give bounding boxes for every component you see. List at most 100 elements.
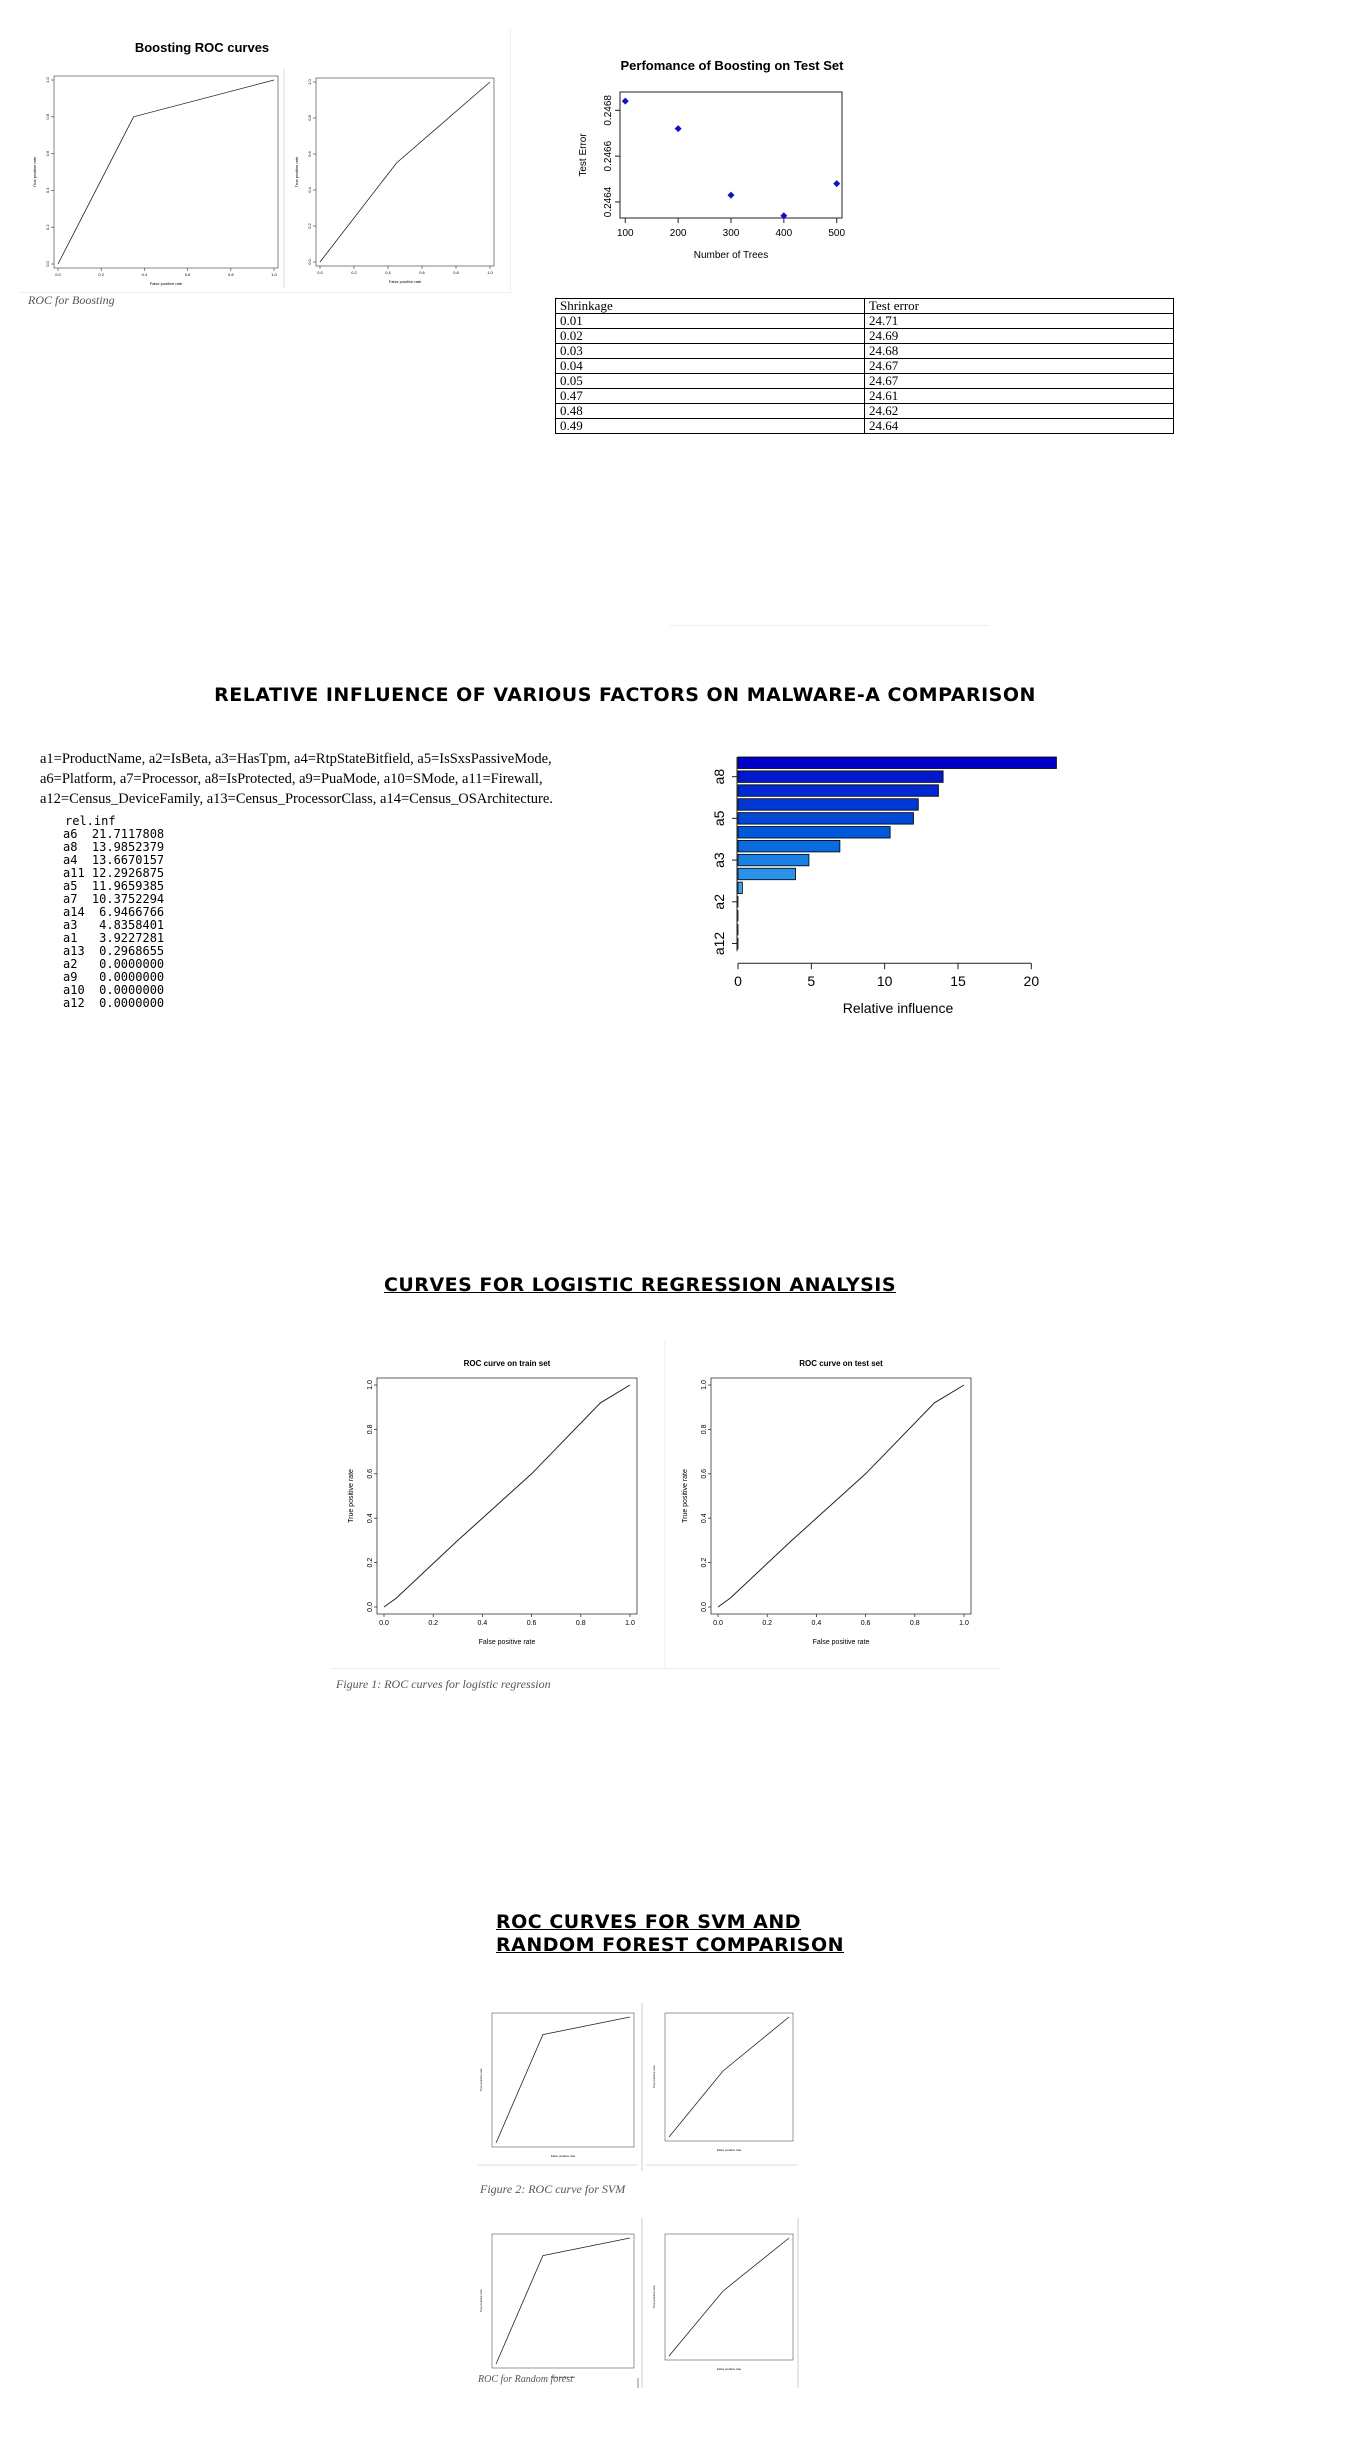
shrinkage-row: 0.47 24.61 xyxy=(555,388,1174,404)
roc-curve-line xyxy=(495,2237,631,2365)
y-tick-label: 0.2 xyxy=(307,222,312,228)
variable-legend-line-3: a12=Census_DeviceFamily, a13=Census_Proc… xyxy=(40,791,553,807)
scatter-point xyxy=(674,125,682,133)
y-axis-label: True positive rate xyxy=(294,156,299,188)
relinf-header: rel.inf xyxy=(65,814,116,828)
y-tick-label: 0.6 xyxy=(45,150,50,156)
shrinkage-value: 0.48 xyxy=(555,403,865,419)
relinf-row: a11 12.2926875 xyxy=(63,866,165,880)
rf-caption: ROC for Random forest xyxy=(478,2374,573,2385)
y-tick-label: 0.4 xyxy=(307,186,312,192)
x-axis-label: False positive rate xyxy=(717,2367,742,2371)
x-axis-label: Number of Trees xyxy=(694,250,768,261)
logistic-train-chart: ROC curve on train set 0.0 0.2 0.4 0.6 0.8 1.0… xyxy=(348,1359,638,1646)
y-tick-label: 0.6 xyxy=(367,1469,374,1479)
relinf-row: a7 10.3752294 xyxy=(63,892,165,906)
scatter-point xyxy=(727,191,735,199)
relinf-row: a13 0.2968655 xyxy=(63,944,165,958)
x-axis-label: False positive rate xyxy=(813,1639,870,1646)
roc-curve-line xyxy=(668,2016,790,2138)
x-tick-label: 300 xyxy=(723,228,740,239)
relative-influence-svg: a8 a5 a3 a2 a12 0 5 10 15 20 Relative influence xyxy=(711,756,1057,1016)
boosting-roc-left-chart: 0.0 0.2 0.4 0.6 0.8 1.0 0.0 0.2 0.4 0.6 0.8 1.0 Fals… xyxy=(32,75,279,286)
test-error-scatter: 100 200 300 400 500 0.2464 0.2466 0.2468 Number … xyxy=(578,91,845,261)
plot-frame xyxy=(491,2012,635,2148)
y-axis-label: True positive rate xyxy=(479,2068,483,2091)
shrinkage-table: Shrinkage Test error 0.01 24.71 0.02 24.69 0… xyxy=(555,298,1174,434)
x-tick-label: 0.4 xyxy=(478,1620,488,1627)
x-tick-label: 20 xyxy=(1024,973,1040,989)
relinf-row: a10 0.0000000 xyxy=(63,983,165,997)
variable-legend-line-1: a1=ProductName, a2=IsBeta, a3=HasTpm, a4… xyxy=(40,751,552,767)
logistic-heading: CURVES FOR LOGISTIC REGRESSION ANALYSIS xyxy=(383,1274,897,1296)
y-tick-label: a3 xyxy=(711,852,727,868)
x-tick-label: 400 xyxy=(776,228,793,239)
x-tick-label: 500 xyxy=(828,228,845,239)
relinf-row: a3 4.8358401 xyxy=(63,918,165,932)
y-tick-label: 0.0 xyxy=(701,1602,708,1612)
boosting-roc-right-chart: 0.0 0.2 0.4 0.6 0.8 1.0 0.0 0.2 0.4 0.6 0.8 1.0 Fals… xyxy=(294,77,495,284)
shrinkage-value: 0.47 xyxy=(555,388,865,404)
scatter-point xyxy=(621,97,629,105)
y-tick-label: 0.0 xyxy=(45,260,50,266)
influence-bar xyxy=(737,826,891,839)
y-axis-label: True positive rate xyxy=(32,156,37,188)
plot-frame xyxy=(53,75,279,269)
x-tick-label: 1.0 xyxy=(625,1620,635,1627)
svm-caption: Figure 2: ROC curve for SVM xyxy=(480,2182,626,2196)
x-tick-label: 0.6 xyxy=(185,272,191,277)
shrinkage-value: 0.01 xyxy=(555,313,865,329)
y-axis-label: True positive rate xyxy=(652,2285,656,2308)
x-tick-label: 0.2 xyxy=(762,1620,772,1627)
relinf-row: a8 13.9852379 xyxy=(63,840,165,854)
x-tick-label: 0.0 xyxy=(317,270,323,275)
y-axis-label: Test Error xyxy=(578,133,589,177)
relinf-row: a9 0.0000000 xyxy=(63,970,165,984)
boosting-roc-panel: Boosting ROC curves 0.0 0.2 0.4 0.6 0.8 1.0 0.… xyxy=(20,30,511,293)
shrinkage-row: 0.02 24.69 xyxy=(555,328,1174,344)
test-error-value: 24.67 xyxy=(864,358,1174,374)
x-tick-label: 0.8 xyxy=(228,272,234,277)
y-tick-label: 1.0 xyxy=(307,78,312,84)
logistic-test-chart: ROC curve on test set 0.0 0.2 0.4 0.6 0.8 1.0 0… xyxy=(682,1359,972,1646)
shrinkage-header: Shrinkage xyxy=(555,298,865,314)
x-tick-label: 1.0 xyxy=(271,272,277,277)
relinf-console-output: rel.inf a6 21.7117808 a8 13.9852379 a4 13.… xyxy=(63,815,164,1010)
relinf-row: a12 0.0000000 xyxy=(63,996,165,1010)
test-error-value: 24.67 xyxy=(864,373,1174,389)
rf-panel: False positive rate True positive rate Fa… xyxy=(478,2218,800,2390)
chart-title: ROC curve on test set xyxy=(799,1359,883,1368)
y-tick-label: 0.2464 xyxy=(603,186,614,217)
y-tick-label: 0.2 xyxy=(701,1558,708,1568)
test-error-value: 24.62 xyxy=(864,403,1174,419)
x-tick-label: 0.6 xyxy=(527,1620,537,1627)
y-tick-label: 0.4 xyxy=(367,1513,374,1523)
influence-bar xyxy=(737,867,796,881)
roc-curve-line xyxy=(668,2237,790,2357)
x-tick-label: 0.0 xyxy=(379,1620,389,1627)
x-tick-label: 0.2 xyxy=(98,272,104,277)
plot-frame xyxy=(664,2233,794,2361)
y-tick-label: 1.0 xyxy=(701,1380,708,1390)
logistic-panel: ROC curve on train set 0.0 0.2 0.4 0.6 0.8 1.0… xyxy=(330,1340,1000,1669)
x-tick-label: 0.0 xyxy=(713,1620,723,1627)
y-tick-label: a5 xyxy=(711,810,727,826)
svm-panel: False positive rate True positive rate Fa… xyxy=(478,2003,800,2173)
shrinkage-value: 0.05 xyxy=(555,373,865,389)
relinf-row: a5 11.9659385 xyxy=(63,879,165,893)
roc-curve-line xyxy=(495,2016,631,2144)
x-tick-label: 100 xyxy=(617,228,634,239)
influence-bar xyxy=(737,853,810,867)
y-tick-label: a2 xyxy=(711,894,727,910)
roc-curve-line xyxy=(717,1384,965,1608)
boosting-test-error-svg: Perfomance of Boosting on Test Set 100 20… xyxy=(578,58,845,261)
y-axis-label: True positive rate xyxy=(348,1469,355,1523)
shrinkage-row: 0.05 24.67 xyxy=(555,373,1174,389)
scatter-point xyxy=(833,180,841,188)
test-error-value: 24.64 xyxy=(864,418,1174,434)
x-tick-label: 0.8 xyxy=(910,1620,920,1627)
y-axis-label: True positive rate xyxy=(652,2065,656,2088)
rf-svg: False positive rate True positive rate Fa… xyxy=(479,2218,799,2388)
x-tick-label: 0.4 xyxy=(812,1620,822,1627)
influence-bar xyxy=(737,881,743,895)
